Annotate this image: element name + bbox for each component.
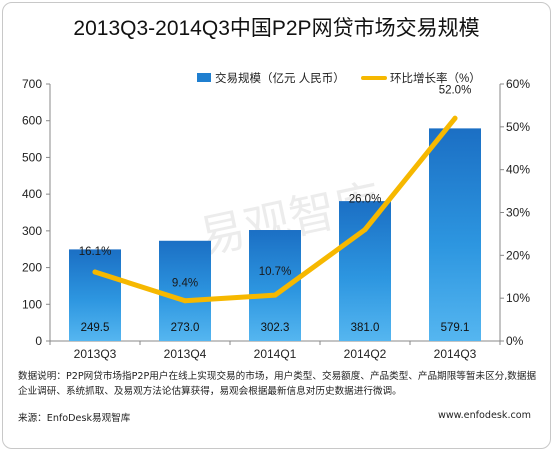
bar-value-label: 249.5: [81, 322, 110, 334]
growth-rate-label: 10.7%: [259, 266, 292, 278]
y-left-tick-label: 100: [22, 297, 42, 311]
legend-label-bar: 交易规模（亿元 人民币）: [215, 71, 345, 85]
x-tick-label: 2013Q4: [164, 347, 207, 361]
bar: [429, 128, 481, 341]
chart-title: 2013Q3-2014Q3中国P2P网贷市场交易规模: [73, 17, 480, 40]
x-tick-label: 2014Q3: [434, 347, 477, 361]
y-right-tick-label: 30%: [506, 206, 530, 220]
source-url: www.enfodesk.com: [437, 410, 531, 421]
x-tick-label: 2014Q1: [254, 347, 297, 361]
bar: [69, 249, 121, 341]
y-left-tick-label: 0: [35, 334, 42, 348]
y-left-tick-label: 300: [22, 224, 42, 238]
x-tick-label: 2014Q2: [344, 347, 387, 361]
growth-rate-point: [182, 298, 188, 304]
legend-label-line: 环比增长率（%）: [390, 71, 481, 85]
y-left-tick-label: 700: [22, 77, 42, 91]
y-right-tick-label: 50%: [506, 120, 530, 134]
data-note: 数据说明：P2P网贷市场指P2P用户在线上实现交易的市场，用户类型、交易额度、产…: [18, 371, 537, 397]
growth-rate-point: [362, 227, 368, 233]
growth-rate-label: 26.0%: [349, 194, 382, 206]
growth-rate-point: [452, 115, 458, 121]
y-right-tick-label: 0%: [506, 334, 524, 348]
y-left-tick-label: 500: [22, 150, 42, 164]
y-right-tick-label: 10%: [506, 291, 530, 305]
growth-rate-label: 52.0%: [439, 84, 472, 96]
bar-value-label: 579.1: [441, 322, 470, 334]
y-right-tick-label: 40%: [506, 163, 530, 177]
legend-swatch-bar: [197, 73, 211, 82]
bar-value-label: 273.0: [171, 322, 200, 334]
y-right-tick-label: 60%: [506, 77, 530, 91]
y-left-tick-label: 600: [22, 114, 42, 128]
source-label: 来源：EnfoDesk易观智库: [18, 413, 131, 424]
y-left-tick-label: 200: [22, 261, 42, 275]
bar-value-label: 381.0: [351, 322, 380, 334]
growth-rate-point: [272, 292, 278, 298]
growth-rate-point: [92, 269, 98, 275]
growth-rate-label: 9.4%: [172, 278, 198, 290]
growth-rate-label: 16.1%: [79, 246, 112, 258]
bar: [339, 201, 391, 341]
x-tick-label: 2013Q3: [74, 347, 117, 361]
y-left-tick-label: 400: [22, 187, 42, 201]
y-right-tick-label: 20%: [506, 248, 530, 262]
bar-value-label: 302.3: [261, 322, 290, 334]
bar: [159, 240, 211, 341]
